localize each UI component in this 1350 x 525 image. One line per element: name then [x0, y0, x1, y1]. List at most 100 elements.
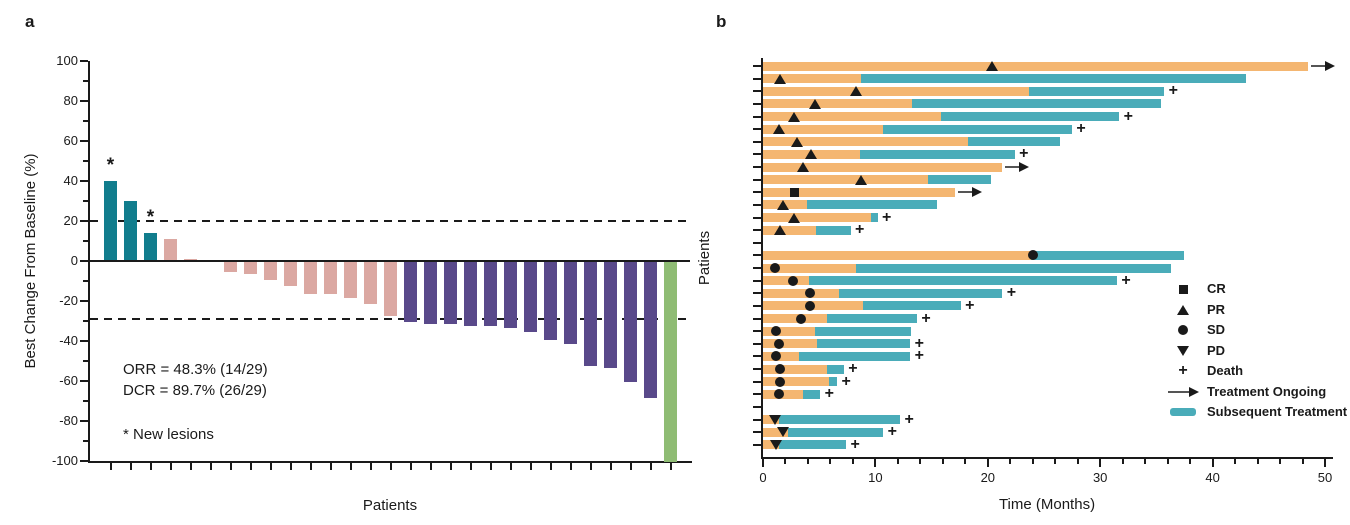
x-tick: [509, 463, 512, 470]
patient-row-tick: [753, 128, 761, 131]
treatment-bar: [763, 86, 1030, 96]
treatment-bar: [763, 213, 871, 223]
response-marker-sd: [805, 300, 816, 311]
patient-row-tick: [753, 418, 761, 421]
legend-label: PD: [1207, 342, 1226, 358]
x-tick: [329, 463, 332, 470]
x-minor-tick: [1031, 459, 1034, 464]
patient-row-tick: [753, 292, 761, 295]
zero-line: [90, 260, 690, 262]
waterfall-bar-pr: [524, 262, 537, 332]
x-tick-label: 20: [980, 470, 996, 485]
patient-row-tick: [753, 355, 761, 358]
x-major-tick: [874, 459, 877, 467]
x-minor-tick: [919, 459, 922, 464]
x-tick: [109, 463, 112, 470]
x-minor-tick: [1234, 459, 1237, 464]
x-tick: [549, 463, 552, 470]
treatment-bar: [763, 162, 1003, 172]
waterfall-bar-sd: [344, 262, 357, 298]
x-minor-tick: [784, 459, 787, 464]
subsequent-treatment-bar: [778, 415, 901, 425]
treatment-bar: [763, 187, 956, 197]
subsequent-treatment-bar: [912, 99, 1161, 109]
death-marker: +: [921, 309, 931, 327]
x-tick: [129, 463, 132, 470]
x-tick: [229, 463, 232, 470]
x-tick: [269, 463, 272, 470]
legend-label: SD: [1207, 322, 1226, 337]
new-lesion-star: *: [146, 207, 155, 228]
patient-row-tick: [753, 330, 761, 333]
treatment-bar: [763, 137, 968, 147]
patient-row-tick: [753, 166, 761, 169]
response-marker-sd: [771, 351, 782, 362]
y-major-tick: [80, 340, 88, 342]
subsequent-treatment-bar: [787, 427, 884, 437]
x-minor-tick: [941, 459, 944, 464]
response-marker-pr: [773, 73, 786, 84]
patient-row-tick: [753, 431, 761, 434]
death-marker: +: [914, 334, 924, 352]
treatment-bar: [763, 112, 941, 122]
patient-row-tick: [753, 203, 761, 206]
waterfall-plot: Best Change From Baseline (%) Patients O…: [22, 53, 692, 514]
subsequent-treatment-bar: [839, 288, 1003, 298]
subsequent-treatment-bar: [778, 440, 847, 450]
response-marker-pr: [797, 162, 810, 173]
waterfall-bar-pd: [104, 181, 117, 261]
subsequent-treatment-bar: [928, 175, 992, 185]
subsequent-treatment-bar: [856, 263, 1171, 273]
ongoing-arrow-line: [1311, 65, 1327, 67]
treatment-bar: [763, 225, 816, 235]
legend-label: PR: [1207, 301, 1226, 317]
y-tick-label: -20: [59, 293, 78, 308]
response-marker-pr: [986, 61, 999, 71]
waterfall-bar-pr: [504, 262, 517, 328]
response-marker-pd: [770, 439, 783, 450]
y-minor-tick: [83, 280, 88, 282]
dcr-annotation: DCR = 89.7% (26/29): [123, 382, 267, 399]
ongoing-arrow-head: [1019, 162, 1030, 173]
x-tick: [289, 463, 292, 470]
x-tick: [469, 463, 472, 470]
patient-row-tick: [753, 380, 761, 383]
x-tick: [669, 463, 672, 470]
x-minor-tick: [1009, 459, 1012, 464]
x-tick: [629, 463, 632, 470]
waterfall-bar-pr: [544, 262, 557, 340]
response-marker-pr: [788, 111, 801, 122]
response-marker-sd: [796, 313, 807, 324]
subsequent-treatment-bar: [829, 377, 838, 387]
subsequent-treatment-bar: [827, 314, 917, 324]
x-minor-tick: [896, 459, 899, 464]
waterfall-bar-sd: [264, 262, 277, 280]
patient-row-tick: [753, 304, 761, 307]
waterfall-bar-pr: [424, 262, 437, 324]
x-tick-label: 0: [759, 470, 767, 485]
x-minor-tick: [1166, 459, 1169, 464]
response-marker-sd: [805, 288, 816, 299]
patient-row-tick: [753, 279, 761, 282]
treatment-bar: [763, 124, 884, 134]
patient-row-tick: [753, 115, 761, 118]
legend-marker-circle: [1178, 325, 1188, 335]
new-lesions-note: * New lesions: [123, 426, 214, 443]
y-major-tick: [80, 460, 88, 462]
waterfall-bar-sd: [384, 262, 397, 316]
x-tick: [429, 463, 432, 470]
ongoing-arrow-line: [958, 191, 974, 194]
response-marker-pr: [808, 98, 821, 109]
treatment-bar: [763, 364, 828, 374]
x-minor-tick: [1256, 459, 1259, 464]
y-axis-line: [761, 58, 763, 459]
patient-row-tick: [753, 267, 761, 270]
treatment-bar: [763, 339, 817, 349]
waterfall-bar-pr: [444, 262, 457, 324]
x-tick: [569, 463, 572, 470]
panel-a-letter: a: [25, 12, 35, 31]
death-marker: +: [904, 410, 914, 428]
response-marker-pr: [790, 136, 803, 147]
y-minor-tick: [83, 120, 88, 122]
